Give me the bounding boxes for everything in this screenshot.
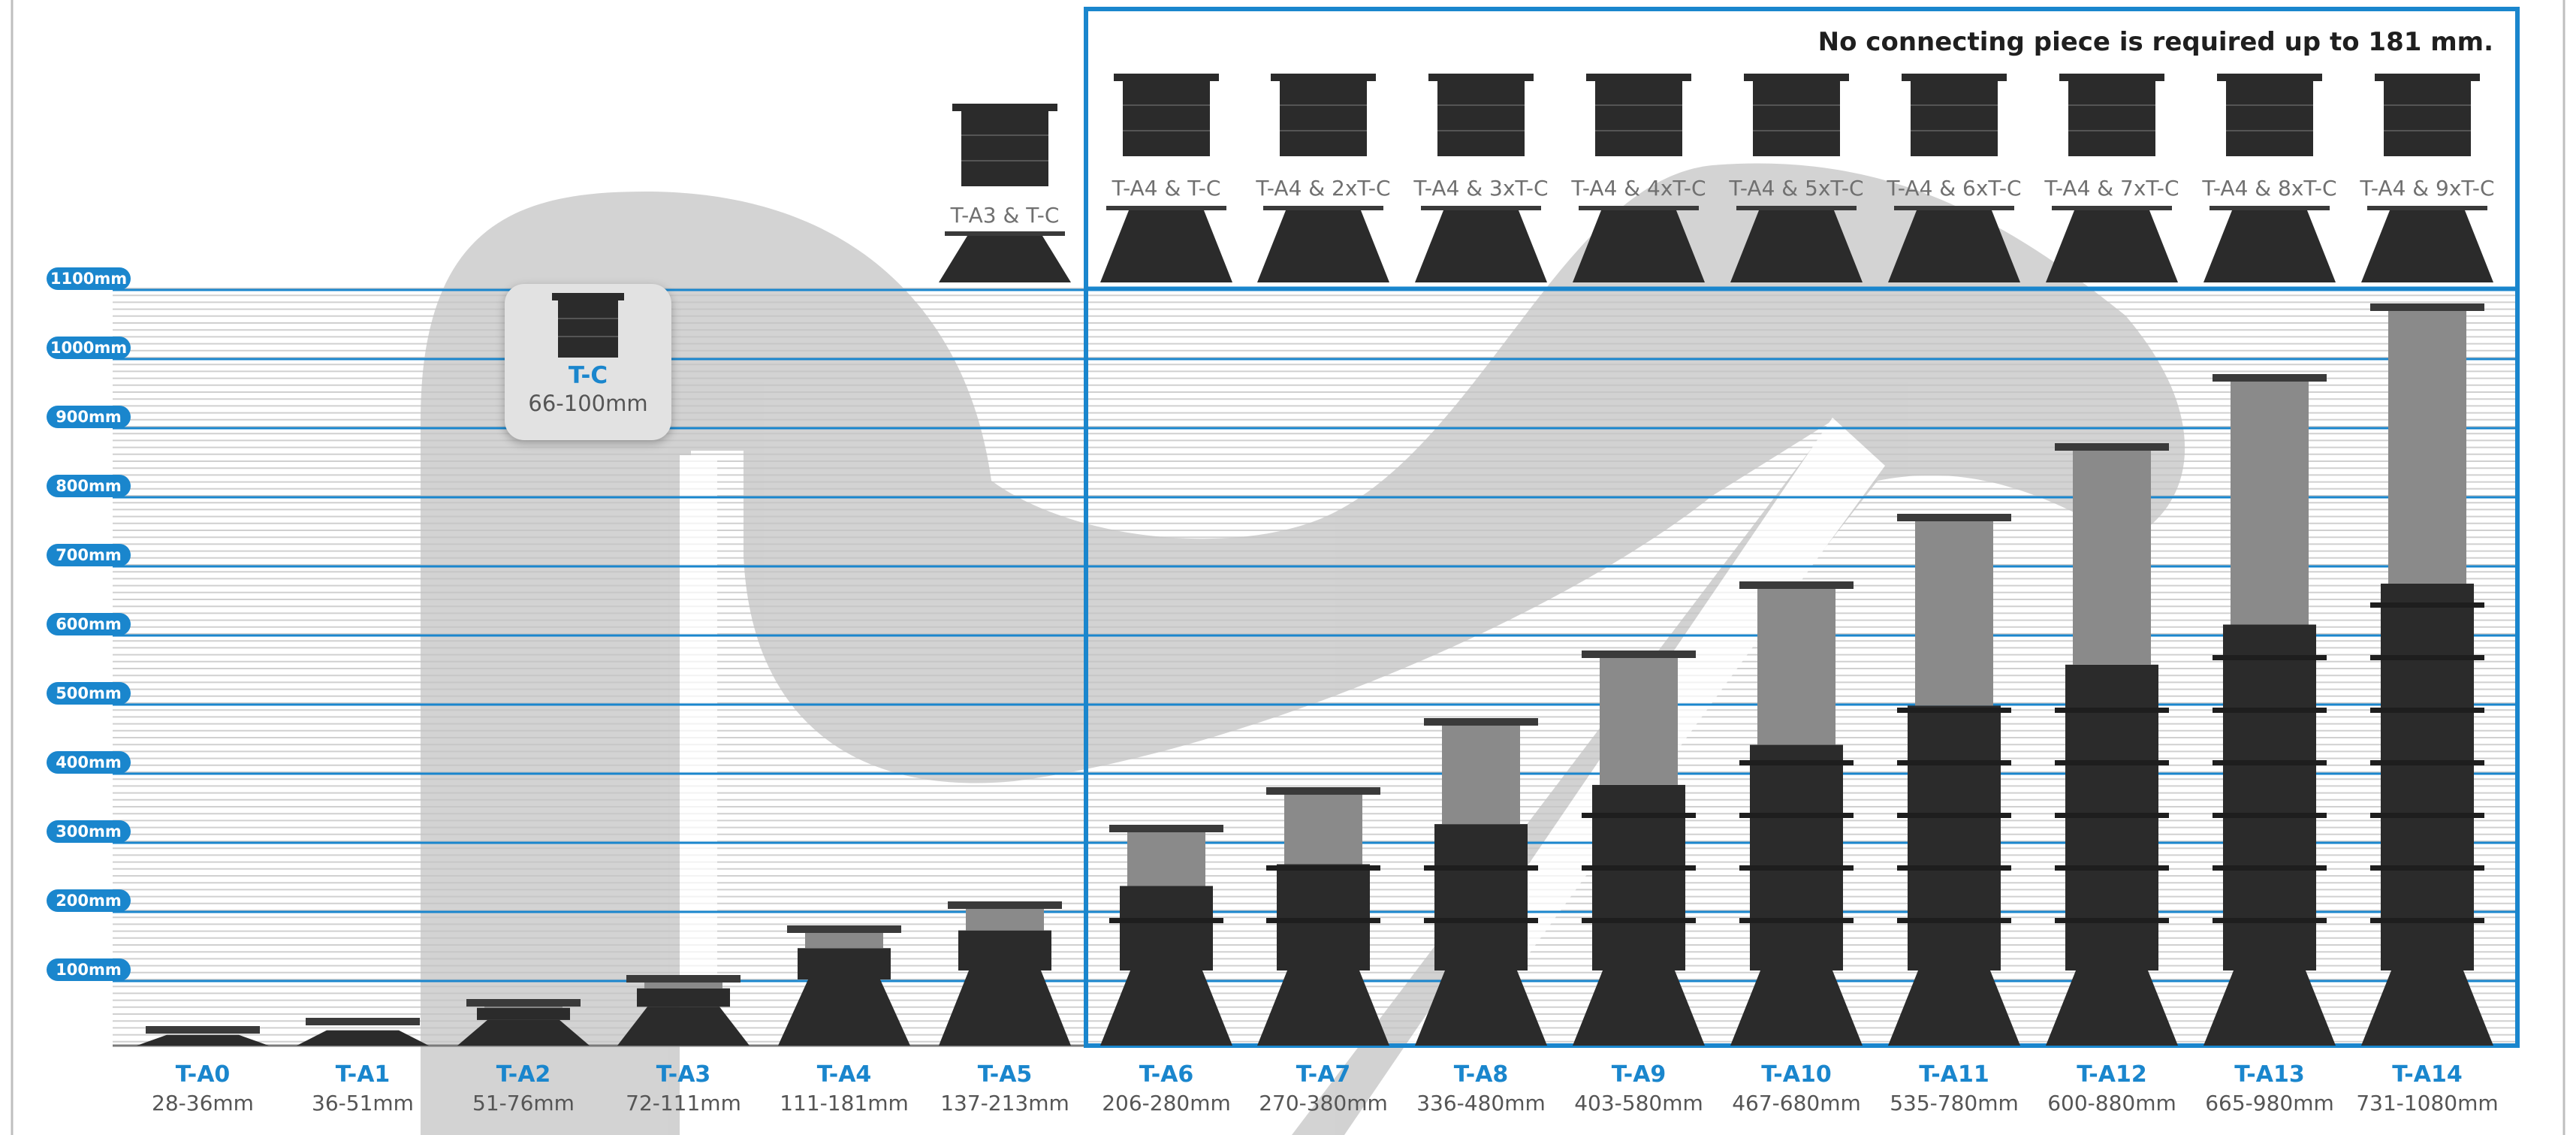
pedestal-t-a6 bbox=[1100, 825, 1232, 1046]
pedestal-range-ta6: 206-280mm bbox=[1102, 1091, 1231, 1115]
pedestal-name-ta12: T-A12 bbox=[2077, 1061, 2147, 1088]
pedestals bbox=[137, 303, 2493, 1046]
pedestal-t-a8 bbox=[1415, 718, 1547, 1046]
combo-label-ta4-7: T-A4 & 7xT-C bbox=[2044, 176, 2179, 201]
combo-3-connector bbox=[1428, 74, 1534, 156]
scale-label-1000: 1000mm bbox=[47, 337, 131, 359]
pedestal-range-ta5: 137-213mm bbox=[940, 1091, 1069, 1115]
combo-label-ta3-tc: T-A3 & T-C bbox=[950, 203, 1060, 228]
pedestal-range-ta10: 467-680mm bbox=[1732, 1091, 1861, 1115]
combo-7-base bbox=[2046, 206, 2178, 282]
pedestal-range-ta4: 111-181mm bbox=[780, 1091, 909, 1115]
pedestal-name-ta4: T-A4 bbox=[816, 1061, 872, 1088]
combination-pedestals bbox=[939, 74, 2493, 282]
pedestal-name-ta13: T-A13 bbox=[2234, 1061, 2305, 1088]
pedestal-name-ta6: T-A6 bbox=[1139, 1061, 1194, 1088]
pedestal-name-ta9: T-A9 bbox=[1611, 1061, 1667, 1088]
pedestal-t-a2 bbox=[457, 999, 590, 1046]
pedestal-range-ta9: 403-580mm bbox=[1574, 1091, 1703, 1115]
pedestal-range-ta1: 36-51mm bbox=[312, 1091, 414, 1115]
pedestal-t-a13 bbox=[2203, 374, 2336, 1046]
pedestal-name-ta3: T-A3 bbox=[656, 1061, 711, 1088]
combo-label-ta4-6: T-A4 & 6xT-C bbox=[1887, 176, 2022, 201]
connector-name: T-C bbox=[568, 362, 608, 389]
pedestal-t-a5 bbox=[939, 901, 1071, 1046]
combo-4-connector bbox=[1586, 74, 1691, 156]
scale-label-700: 700mm bbox=[47, 544, 131, 566]
pedestal-name-ta7: T-A7 bbox=[1296, 1061, 1351, 1088]
combo-7-connector bbox=[2059, 74, 2164, 156]
scale-label-900: 900mm bbox=[47, 406, 131, 428]
combo-8-connector bbox=[2217, 74, 2322, 156]
pedestal-range-ta8: 336-480mm bbox=[1416, 1091, 1546, 1115]
pedestal-t-a9 bbox=[1573, 651, 1705, 1046]
combo-4-base bbox=[1573, 206, 1705, 282]
scale-label-300: 300mm bbox=[47, 820, 131, 843]
combo-2-base bbox=[1257, 206, 1389, 282]
combo-1-base bbox=[1100, 206, 1232, 282]
combo-label-ta4-3: T-A4 & 3xT-C bbox=[1413, 176, 1549, 201]
scale-label-1100: 1100mm bbox=[47, 267, 131, 290]
connector-card bbox=[505, 284, 671, 440]
pedestal-range-ta3: 72-111mm bbox=[626, 1091, 741, 1115]
combo-label-ta4-2: T-A4 & 2xT-C bbox=[1256, 176, 1391, 201]
combo-2-connector bbox=[1271, 74, 1376, 156]
scale-label-800: 800mm bbox=[47, 475, 131, 497]
connecting-piece-note: No connecting piece is required up to 18… bbox=[1817, 27, 2493, 57]
combo-9-base bbox=[2361, 206, 2493, 282]
pedestal-name-ta1: T-A1 bbox=[335, 1061, 391, 1088]
combo-6-connector bbox=[1902, 74, 2007, 156]
scale-label-200: 200mm bbox=[47, 889, 131, 912]
pedestal-name-ta2: T-A2 bbox=[496, 1061, 551, 1088]
combo-label-ta4-5: T-A4 & 5xT-C bbox=[1729, 176, 1864, 201]
pedestal-range-ta2: 51-76mm bbox=[472, 1091, 575, 1115]
pedestal-t-a7 bbox=[1257, 787, 1389, 1046]
combo-label-ta4-8: T-A4 & 8xT-C bbox=[2202, 176, 2337, 201]
pedestal-name-ta10: T-A10 bbox=[1761, 1061, 1832, 1088]
pedestal-t-a0 bbox=[137, 1026, 269, 1046]
page-frame bbox=[11, 0, 2565, 1135]
combo-1-connector bbox=[1114, 74, 1219, 156]
pedestal-t-a3 bbox=[617, 975, 750, 1046]
pedestal-name-ta0: T-A0 bbox=[175, 1061, 231, 1088]
combo-label-ta4-4: T-A4 & 4xT-C bbox=[1571, 176, 1706, 201]
combo-5-connector bbox=[1744, 74, 1849, 156]
pedestal-name-ta8: T-A8 bbox=[1453, 1061, 1509, 1088]
combo-ta3-tc-base bbox=[939, 231, 1071, 282]
combo-3-base bbox=[1415, 206, 1547, 282]
pedestal-range-ta0: 28-36mm bbox=[152, 1091, 254, 1115]
pedestal-t-a11 bbox=[1888, 514, 2020, 1046]
combo-6-base bbox=[1888, 206, 2020, 282]
combo-label-ta4-9: T-A4 & 9xT-C bbox=[2360, 176, 2495, 201]
connector-range: 66-100mm bbox=[528, 391, 648, 416]
scale-label-500: 500mm bbox=[47, 682, 131, 705]
pedestal-range-ta12: 600-880mm bbox=[2047, 1091, 2176, 1115]
pedestal-t-a4 bbox=[778, 925, 910, 1046]
pedestal-name-ta11: T-A11 bbox=[1919, 1061, 1989, 1088]
pedestal-range-ta7: 270-380mm bbox=[1259, 1091, 1388, 1115]
combo-5-base bbox=[1730, 206, 1863, 282]
pedestal-range-ta13: 665-980mm bbox=[2205, 1091, 2334, 1115]
pedestal-range-ta11: 535-780mm bbox=[1890, 1091, 2019, 1115]
combo-9-connector bbox=[2375, 74, 2480, 156]
pedestal-name-ta14: T-A14 bbox=[2392, 1061, 2463, 1088]
scale-label-100: 100mm bbox=[47, 958, 131, 981]
pedestal-t-a14 bbox=[2361, 303, 2493, 1046]
pedestal-range-ta14: 731-1080mm bbox=[2356, 1091, 2499, 1115]
pedestal-t-a1 bbox=[297, 1018, 429, 1046]
combo-ta3-tc-connector bbox=[952, 104, 1057, 186]
pedestal-name-ta5: T-A5 bbox=[977, 1061, 1033, 1088]
combo-label-ta4-1: T-A4 & T-C bbox=[1112, 176, 1221, 201]
combo-8-base bbox=[2203, 206, 2336, 282]
scale-label-400: 400mm bbox=[47, 751, 131, 774]
scale-label-600: 600mm bbox=[47, 613, 131, 635]
pedestal-t-a10 bbox=[1730, 581, 1863, 1046]
pedestal-t-a12 bbox=[2046, 443, 2178, 1046]
